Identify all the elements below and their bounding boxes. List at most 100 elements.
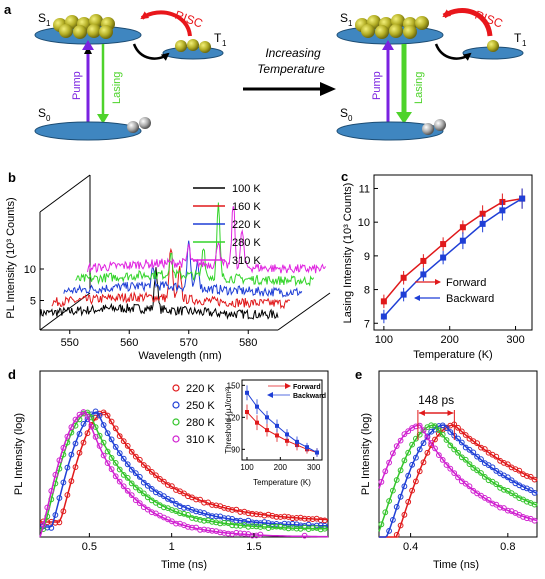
d-fit-280K	[40, 411, 329, 531]
b-xtick-label: 580	[239, 337, 257, 349]
d-point-310K	[92, 434, 99, 440]
d-legend-label: 310 K	[186, 434, 215, 446]
d-point-250K	[241, 518, 248, 525]
d-point-280K	[213, 519, 220, 526]
d-legend-label: 250 K	[186, 400, 215, 412]
d-point-250K	[144, 482, 151, 489]
c-ytick-label: 8	[364, 285, 370, 297]
d-point-280K	[189, 515, 195, 521]
e-point-310K	[466, 483, 473, 490]
e-point-250K	[520, 484, 526, 491]
d-legend-label: 220 K	[186, 383, 215, 395]
d-point-310K	[185, 524, 191, 530]
e-point-310K	[405, 428, 412, 435]
d-point-310K	[128, 492, 135, 499]
e-point-280K	[416, 431, 423, 438]
d-inset-point-forward	[245, 410, 249, 414]
d-point-220K	[197, 496, 204, 503]
d-point-220K	[72, 464, 79, 471]
d-point-310K	[100, 452, 107, 459]
d-point-250K	[64, 464, 71, 471]
d-point-280K	[289, 524, 296, 531]
e-point-310K	[393, 443, 400, 450]
d-inset-point-backward	[285, 432, 289, 437]
c-legend-backward-label: Backward	[446, 293, 494, 305]
b-legend-label: 280 K	[232, 237, 261, 249]
d-point-250K	[120, 455, 127, 462]
e-point-250K	[458, 439, 465, 446]
d-point-220K	[309, 516, 316, 522]
b-frame-top-left	[39, 174, 91, 213]
d-point-310K	[241, 530, 248, 537]
d-point-310K	[104, 460, 111, 467]
e-point-310K	[531, 517, 538, 524]
d-point-220K	[181, 490, 187, 497]
d-legend-label: 280 K	[186, 417, 215, 429]
s0-label-sub: 0	[46, 114, 51, 123]
s0-label-sub: 0	[348, 114, 353, 123]
e-point-280K	[409, 441, 416, 448]
d-point-280K	[116, 466, 123, 473]
e-point-280K	[436, 427, 442, 434]
d-point-220K	[305, 516, 312, 522]
e-point-280K	[401, 457, 408, 464]
c-point-backward	[400, 291, 407, 298]
risc-arrow	[140, 10, 192, 37]
e-point-220K	[416, 468, 423, 475]
e-axis-ticks: 0.4 0.8	[403, 533, 515, 553]
b-ylabel: PL Intensity (10³ Counts)	[5, 197, 17, 318]
b-legend-label: 100 K	[232, 183, 261, 195]
d-point-310K	[56, 457, 63, 464]
d-point-310K	[205, 527, 212, 533]
d-point-280K	[161, 504, 167, 511]
c-point-backward	[499, 207, 506, 214]
e-point-310K	[524, 515, 530, 522]
t1-exciton	[487, 40, 499, 52]
d-point-280K	[249, 523, 256, 529]
e-point-250K	[439, 422, 446, 429]
e-point-280K	[382, 509, 389, 516]
d-point-250K	[161, 493, 167, 500]
d-point-280K	[136, 487, 143, 494]
d-point-310K	[257, 531, 264, 538]
d-point-220K	[265, 511, 272, 518]
e-point-250K	[478, 456, 484, 463]
d-legend: 220 K 250 K 280 K 310 K	[172, 383, 215, 446]
d-point-220K	[132, 453, 139, 460]
d-inset-point-forward	[265, 428, 269, 433]
e-point-220K	[458, 428, 465, 435]
s1-label: S	[38, 11, 46, 25]
d-point-310K	[72, 416, 79, 423]
e-point-220K	[462, 432, 469, 438]
d-inset-point-backward	[255, 404, 259, 409]
d-point-250K	[313, 522, 320, 529]
d-point-280K	[293, 525, 300, 532]
e-point-220K	[478, 444, 484, 451]
e-point-310K	[432, 445, 438, 452]
e-point-220K	[420, 459, 427, 466]
e-point-250K	[432, 426, 438, 433]
d-point-250K	[112, 444, 119, 450]
d-point-310K	[80, 409, 87, 415]
e-point-280K	[474, 467, 481, 474]
e-point-250K	[466, 446, 473, 453]
d-point-280K	[229, 522, 236, 529]
e-point-220K	[474, 440, 481, 447]
c-point-backward	[459, 237, 466, 244]
d-point-220K	[153, 472, 159, 479]
d-point-220K	[112, 425, 119, 432]
c-legend-forward-label: Forward	[446, 277, 486, 289]
e-point-310K	[501, 505, 507, 511]
e-point-250K	[531, 490, 538, 496]
pump-label: Pump	[371, 71, 383, 100]
b-traces	[39, 202, 326, 321]
c-point-backward	[440, 254, 447, 261]
d-point-220K	[209, 502, 216, 508]
e-point-220K	[409, 487, 416, 494]
d-fit-310K	[39, 411, 329, 538]
s0-label: S	[38, 106, 46, 120]
e-point-280K	[481, 474, 488, 480]
d-point-280K	[193, 515, 200, 522]
e-point-310K	[470, 487, 477, 494]
diagram-low-temperature: S 1 T 1 RISC Pump Lasing S 0	[34, 8, 227, 141]
